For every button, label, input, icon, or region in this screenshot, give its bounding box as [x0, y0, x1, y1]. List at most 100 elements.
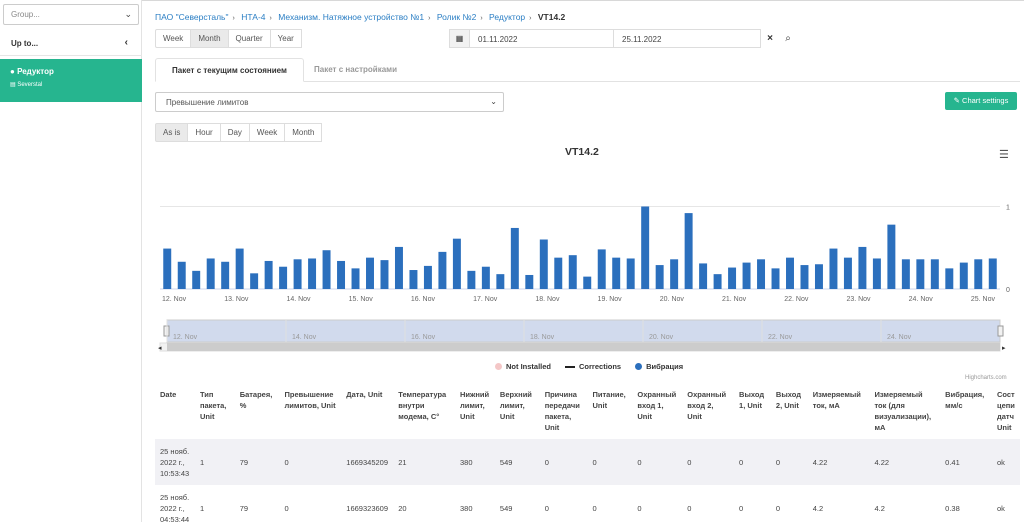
table-cell: 1	[194, 439, 235, 485]
date-to-input[interactable]: 25.11.2022	[613, 29, 761, 48]
search-icon[interactable]: ⌕	[785, 33, 791, 44]
group-select[interactable]: Group... ⌄	[3, 4, 139, 25]
chevron-right-icon: ›	[428, 15, 431, 22]
column-header[interactable]: Питание, Unit	[592, 390, 626, 410]
table-cell: 0	[739, 503, 744, 513]
table-cell: 1669323609	[346, 503, 389, 513]
x-tick-label: 18. Nov	[535, 296, 560, 303]
breadcrumb-item[interactable]: НТА-4	[241, 12, 266, 22]
table-cell: ok	[996, 503, 1005, 513]
breadcrumb-item[interactable]: Механизм. Натяжное устройство №1	[278, 12, 425, 22]
column-header[interactable]: Измеряемый ток (для визуализации), мА	[874, 390, 932, 432]
chart-bar	[930, 259, 939, 289]
column-header[interactable]: Верхний лимит, Unit	[499, 390, 532, 421]
table-cell: 25 нояб. 2022 г., 10:53:43	[155, 439, 195, 485]
table-cell: ok	[991, 439, 1020, 485]
chart-settings-button[interactable]: ✎ Chart settings	[945, 92, 1017, 110]
breadcrumb-item[interactable]: Редуктор	[489, 12, 526, 22]
chart-bar	[481, 266, 490, 289]
chart-bar	[670, 259, 679, 289]
agg-button-hour[interactable]: Hour	[187, 123, 221, 142]
x-tick-label: 24. Nov	[909, 296, 934, 303]
tab-settings[interactable]: Пакет с настройками	[314, 65, 397, 74]
chart-bar	[380, 260, 389, 289]
breadcrumb-item[interactable]: Ролик №2	[436, 12, 477, 22]
agg-button-month[interactable]: Month	[284, 123, 323, 142]
chart-bar	[901, 259, 910, 289]
date-from-input[interactable]: 01.11.2022	[469, 29, 614, 48]
table-cell: 0	[544, 503, 549, 513]
chart-bar	[322, 250, 331, 289]
navigator-label: 14. Nov	[292, 334, 317, 341]
tab-current-state[interactable]: Пакет с текущим состоянием	[155, 58, 304, 82]
column-header[interactable]: Охранный вход 1, Unit	[637, 390, 677, 421]
table-body: 25 нояб. 2022 г., 10:53:43 1 79 0 1669345209…	[155, 439, 1020, 531]
column-header[interactable]: Батарея, %	[239, 390, 273, 410]
date-to-value: 25.11.2022	[622, 35, 662, 44]
chevron-right-icon: ›	[232, 15, 235, 22]
sidebar: Group... ⌄ Up to... ‹ ● Редуктор ▤ Sever…	[0, 0, 142, 522]
table-cell: 0.38	[945, 503, 960, 513]
column-header[interactable]: Выход 1, Unit	[739, 390, 765, 410]
legend-label: Corrections	[579, 362, 622, 371]
chart-bar	[641, 206, 650, 289]
navigator-label: 22. Nov	[768, 334, 793, 341]
column-header[interactable]: Date	[160, 390, 177, 399]
scroll-left-arrow: ◂	[158, 344, 162, 352]
table-cell: 25 нояб. 2022 г., 04:53:44	[160, 492, 190, 524]
column-header[interactable]: Измеряемый ток, мА	[812, 390, 861, 410]
period-button-month[interactable]: Month	[190, 29, 229, 48]
period-button-quarter[interactable]: Quarter	[227, 29, 271, 48]
column-header[interactable]: Причина передачи пакета, Unit	[544, 390, 580, 432]
breadcrumb-current: VT14.2	[537, 12, 566, 22]
period-button-week[interactable]: Week	[155, 29, 192, 48]
chart-bar	[757, 259, 766, 289]
column-header[interactable]: Превышение лимитов, Unit	[284, 390, 336, 410]
agg-button-as-is[interactable]: As is	[155, 123, 189, 142]
legend-item[interactable]: Not Installed	[495, 362, 551, 371]
table-cell: 0	[682, 439, 735, 485]
chart: 1 0 12. Nov 13. Nov 14. Nov 15. Nov 16. Nov 17.…	[158, 205, 1010, 353]
up-to-button[interactable]: Up to... ‹	[0, 32, 142, 56]
limit-select[interactable]: Превышение лимитов ⌄	[155, 92, 504, 112]
x-tick-label: 21. Nov	[722, 296, 747, 303]
chart-bar	[612, 257, 621, 289]
chart-bar	[568, 255, 577, 289]
chart-bar	[308, 258, 317, 289]
chart-credit[interactable]: Highcharts.com	[965, 375, 1007, 381]
column-header[interactable]: Температура внутри модема, C°	[398, 390, 447, 421]
agg-button-day[interactable]: Day	[219, 123, 250, 142]
legend-item[interactable]: Corrections	[565, 362, 621, 371]
scroll-right-arrow: ▸	[1002, 344, 1006, 352]
y-tick-label: 1	[1006, 205, 1010, 212]
chart-bar	[916, 259, 925, 289]
sidebar-item-reductor[interactable]: ● Редуктор ▤ Severstal	[0, 59, 142, 102]
chart-bar	[192, 270, 201, 289]
column-header[interactable]: Тип пакета, Unit	[199, 390, 227, 421]
legend-item[interactable]: Вибрация	[635, 362, 683, 371]
navigator-label: 24. Nov	[887, 334, 912, 341]
column-header[interactable]: Нижний лимит, Unit	[459, 390, 490, 421]
breadcrumb-item[interactable]: ПАО "Северсталь"	[155, 12, 229, 22]
menu-icon[interactable]: ☰	[999, 149, 1009, 161]
chart-bar	[771, 268, 780, 289]
clear-icon[interactable]: ×	[767, 33, 773, 44]
column-header[interactable]: Выход 2, Unit	[775, 390, 801, 410]
chart-bar	[583, 276, 592, 289]
column-header[interactable]: Охранный вход 2, Unit	[687, 390, 727, 421]
table-cell: 1	[199, 503, 205, 513]
period-button-year[interactable]: Year	[269, 29, 302, 48]
chart-bar	[974, 259, 983, 289]
calendar-icon[interactable]: ▦	[449, 29, 469, 48]
agg-button-week[interactable]: Week	[248, 123, 286, 142]
chart-bar	[945, 268, 954, 289]
chart-bar	[713, 274, 722, 289]
table-cell: 1669345209	[341, 439, 394, 485]
column-header[interactable]: Сост цепи датч Unit	[996, 390, 1015, 432]
chevron-right-icon: ›	[269, 15, 272, 22]
column-header[interactable]: Вибрация, мм/с	[945, 390, 985, 410]
chart-bar	[366, 257, 374, 289]
table-cell: 380	[454, 439, 495, 485]
column-header[interactable]: Дата, Unit	[346, 390, 383, 399]
limit-select-value: Превышение лимитов	[166, 98, 249, 107]
